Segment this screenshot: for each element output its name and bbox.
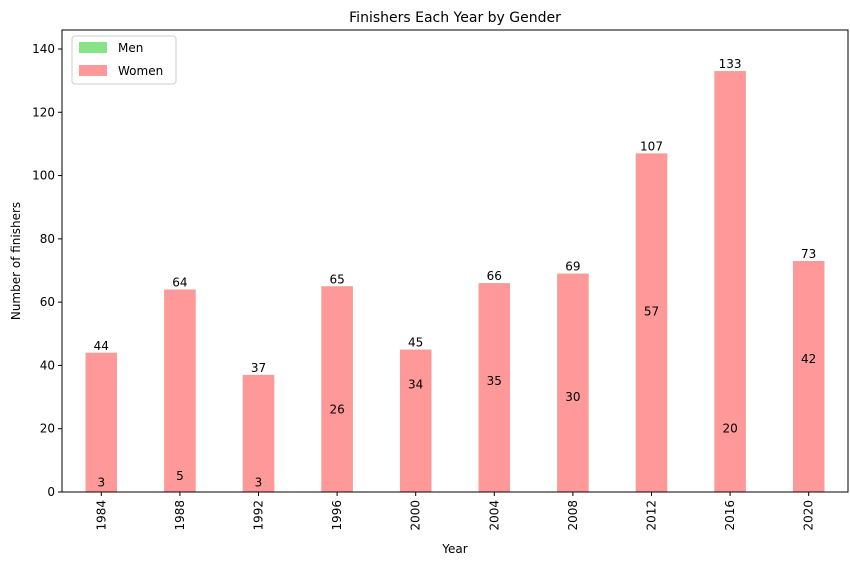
bar-women-1992	[242, 374, 275, 492]
bar-label-top-2016: 133	[719, 57, 742, 71]
x-tick-label-1996: 1996	[330, 500, 344, 531]
bar-women-2008	[557, 273, 589, 492]
bar-label-inner-2008: 30	[565, 390, 580, 404]
x-tick-label-1988: 1988	[173, 500, 187, 531]
bar-group	[85, 71, 825, 493]
y-tick-label-80: 80	[40, 232, 55, 246]
bar-label-inner-2004: 35	[487, 374, 502, 388]
bar-women-1988	[164, 289, 196, 492]
x-tick-label-1992: 1992	[252, 500, 266, 531]
legend-swatch-women	[79, 65, 107, 76]
bar-label-inner-1988: 5	[176, 469, 184, 483]
y-tick-label-120: 120	[32, 105, 55, 119]
bar-label-top-1984: 44	[94, 339, 109, 353]
chart-title: Finishers Each Year by Gender	[349, 10, 561, 26]
bar-women-2012	[635, 153, 668, 493]
bar-label-top-1988: 64	[172, 275, 187, 289]
bar-women-1996	[321, 286, 353, 492]
legend-label-women: Women	[118, 64, 163, 78]
bar-women-2016	[714, 71, 746, 492]
bar-label-inner-2020: 42	[801, 352, 816, 366]
bar-women-1984	[85, 352, 118, 492]
x-tick-label-2008: 2008	[566, 500, 580, 531]
legend-swatch-men	[79, 42, 107, 53]
y-tick-label-40: 40	[40, 358, 55, 372]
bar-label-inner-2012: 57	[644, 305, 659, 319]
x-tick-label-1984: 1984	[94, 500, 108, 531]
bar-label-inner-1996: 26	[329, 403, 344, 417]
y-tick-label-140: 140	[32, 42, 55, 56]
x-tick-label-2016: 2016	[723, 500, 737, 531]
y-tick-label-100: 100	[32, 169, 55, 183]
legend-label-men: Men	[118, 41, 143, 55]
y-tick-label-60: 60	[40, 295, 55, 309]
bar-label-inner-1984: 3	[97, 476, 105, 490]
x-axis-label: Year	[441, 542, 467, 556]
y-axis: 0 20 40 60 80 100 120 140	[32, 42, 62, 499]
bar-label-inner-2000: 34	[408, 377, 423, 391]
bar-label-inner-1992: 3	[255, 476, 263, 490]
bar-label-top-2020: 73	[801, 247, 816, 261]
bar-label-inner-2016: 20	[722, 422, 737, 436]
bar-women-2004	[478, 283, 511, 492]
bar-label-top-1992: 37	[251, 361, 266, 375]
x-axis: 1984 1988 1992 1996 2000 2004 2008 2012 2016 2020	[94, 492, 816, 531]
x-tick-label-2012: 2012	[645, 500, 659, 531]
bar-label-top-2008: 69	[565, 260, 580, 274]
x-tick-label-2020: 2020	[802, 500, 816, 531]
bar-label-top-1996: 65	[329, 272, 344, 286]
plot-frame	[61, 29, 849, 493]
y-axis-label: Number of finishers	[9, 202, 23, 320]
bar-women-2020	[792, 261, 825, 492]
bar-label-top-2000: 45	[408, 336, 423, 350]
x-tick-label-2004: 2004	[487, 500, 501, 531]
legend: Men Women	[71, 35, 177, 85]
bar-women-2000	[399, 349, 432, 492]
bar-label-top-2004: 66	[487, 269, 502, 283]
bar-label-top-2012: 107	[640, 139, 663, 153]
y-tick-label-20: 20	[40, 422, 55, 436]
y-tick-label-0: 0	[47, 485, 55, 499]
bar-label-group: 44 3 64 5 37 3 65 26 45 34 66 35 69 30 107 57 133 20 73 42	[94, 57, 817, 489]
x-tick-label-2000: 2000	[409, 500, 423, 531]
